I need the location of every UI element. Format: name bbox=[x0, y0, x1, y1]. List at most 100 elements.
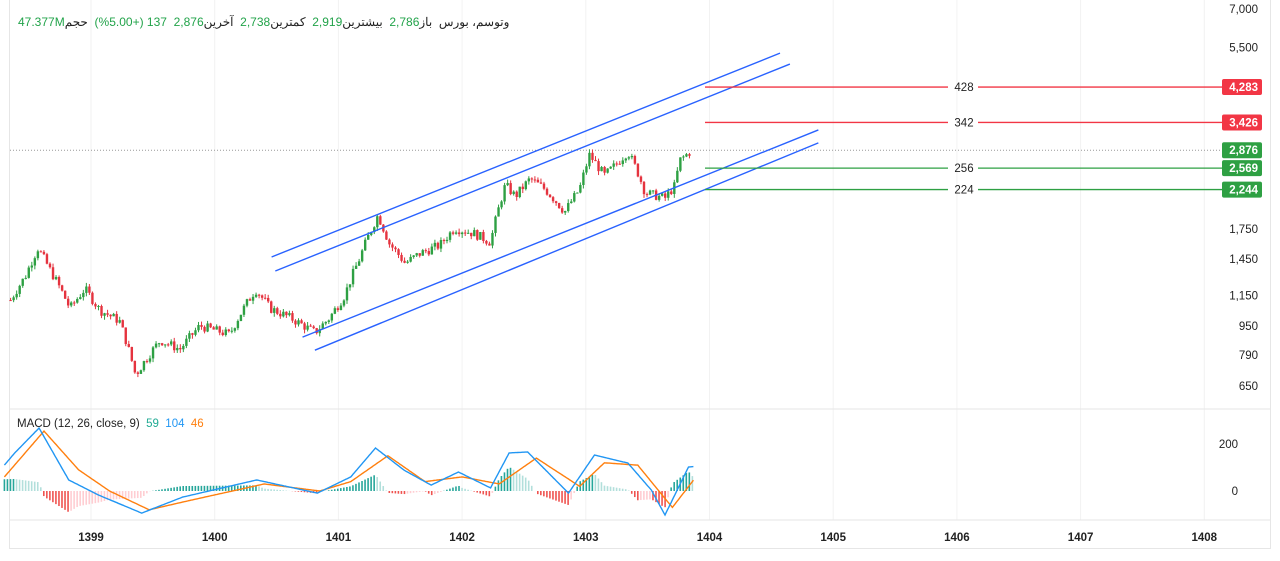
candle-body bbox=[624, 158, 628, 161]
high-label: بیشترین bbox=[342, 15, 383, 29]
symbol-name[interactable]: وتوسم، بورس bbox=[438, 15, 510, 29]
candle-body bbox=[376, 216, 379, 228]
candle-body bbox=[133, 360, 137, 373]
candle-body bbox=[445, 239, 449, 242]
price-axis-tick: 1,750 bbox=[1229, 224, 1258, 236]
time-axis-tick: 1404 bbox=[697, 532, 723, 544]
channel-line bbox=[302, 129, 819, 338]
candle-body bbox=[551, 197, 555, 202]
candle-body bbox=[339, 305, 343, 311]
price-axis-tick: 5,500 bbox=[1229, 42, 1258, 54]
price-badge-text: 2,569 bbox=[1229, 163, 1258, 175]
candle-body bbox=[66, 298, 70, 306]
candle-body bbox=[130, 346, 134, 361]
candle-body bbox=[470, 232, 473, 237]
low-label: کمترین bbox=[270, 15, 306, 29]
candle-body bbox=[418, 253, 421, 256]
channel-line bbox=[275, 63, 791, 272]
candle-body bbox=[276, 308, 279, 314]
candle-body bbox=[242, 305, 246, 315]
ohlc-legend: وتوسم، بورس باز2,786 بیشترین2,919 کمترین… bbox=[18, 15, 509, 29]
candle-body bbox=[318, 329, 321, 334]
candle-body bbox=[397, 249, 400, 255]
candle-body bbox=[288, 313, 291, 316]
candle-body bbox=[688, 154, 691, 156]
price-axis-tick: 790 bbox=[1239, 350, 1258, 362]
candle-body bbox=[148, 358, 152, 362]
macd-signal-line bbox=[3, 430, 694, 511]
candle-body bbox=[27, 267, 30, 278]
candle-body bbox=[373, 227, 376, 233]
candle-body bbox=[409, 256, 412, 262]
candle-body bbox=[239, 314, 243, 321]
candle-body bbox=[70, 302, 73, 306]
candle-body bbox=[118, 320, 121, 323]
candle-body bbox=[588, 152, 591, 167]
candle-body bbox=[612, 163, 615, 167]
candle-body bbox=[357, 261, 361, 266]
candle-body bbox=[191, 333, 194, 335]
candle-body bbox=[491, 232, 494, 246]
candle-body bbox=[463, 232, 467, 234]
candle-body bbox=[415, 253, 418, 256]
candle-body bbox=[585, 166, 588, 173]
last-price-badge-text: 2,876 bbox=[1229, 145, 1258, 157]
candle-body bbox=[606, 168, 609, 173]
macd-line bbox=[3, 426, 694, 517]
macd-legend[interactable]: MACD (12, 26, close, 9) 59 104 46 bbox=[17, 418, 204, 430]
candle-body bbox=[248, 299, 252, 301]
candle-body bbox=[157, 343, 161, 345]
price-badge-support bbox=[1222, 160, 1262, 177]
time-axis-tick: 1399 bbox=[78, 532, 104, 544]
time-axis-tick: 1406 bbox=[944, 532, 970, 544]
candle-body bbox=[236, 320, 240, 329]
candle-body bbox=[342, 300, 346, 306]
time-axis-tick: 1400 bbox=[202, 532, 228, 544]
candle-body bbox=[557, 203, 561, 209]
macd-axis-tick: 200 bbox=[1219, 439, 1238, 451]
candle-body bbox=[539, 182, 543, 184]
low-value: 2,738 bbox=[240, 15, 271, 29]
candle-body bbox=[424, 250, 427, 252]
candle-body bbox=[173, 341, 176, 351]
candle-body bbox=[200, 325, 203, 327]
candle-body bbox=[512, 191, 515, 195]
level-label: 256 bbox=[954, 163, 973, 175]
candle-body bbox=[91, 292, 94, 304]
candle-body bbox=[297, 320, 300, 325]
candle-body bbox=[618, 163, 621, 165]
candle-body bbox=[403, 260, 406, 263]
candle-body bbox=[533, 179, 537, 181]
candle-body bbox=[233, 328, 237, 331]
candle-body bbox=[473, 230, 476, 237]
candle-body bbox=[127, 344, 130, 347]
candle-body bbox=[542, 183, 546, 189]
level-label: 342 bbox=[954, 117, 973, 129]
candle-body bbox=[536, 179, 540, 183]
candle-body bbox=[476, 230, 479, 240]
time-axis-tick: 1401 bbox=[326, 532, 352, 544]
candle-body bbox=[212, 327, 215, 330]
price-badge-text: 3,426 bbox=[1229, 117, 1258, 129]
candle-body bbox=[88, 286, 91, 293]
candle-body bbox=[36, 251, 40, 259]
candle-body bbox=[657, 195, 661, 200]
candle-body bbox=[9, 300, 12, 302]
candle-body bbox=[321, 323, 324, 330]
candle-body bbox=[488, 243, 491, 246]
candle-body bbox=[176, 347, 179, 351]
candle-body bbox=[579, 185, 582, 193]
candle-body bbox=[151, 347, 155, 359]
candle-body bbox=[676, 170, 679, 183]
candle-body bbox=[209, 323, 212, 328]
candle-body bbox=[609, 166, 612, 169]
candle-body bbox=[460, 232, 464, 235]
candle-body bbox=[54, 276, 58, 280]
candle-body bbox=[642, 181, 646, 195]
candle-body bbox=[160, 343, 164, 346]
candle-body bbox=[45, 254, 49, 264]
price-axis-tick: 950 bbox=[1239, 321, 1258, 333]
candle-body bbox=[363, 239, 367, 251]
level-label: 428 bbox=[954, 82, 973, 94]
